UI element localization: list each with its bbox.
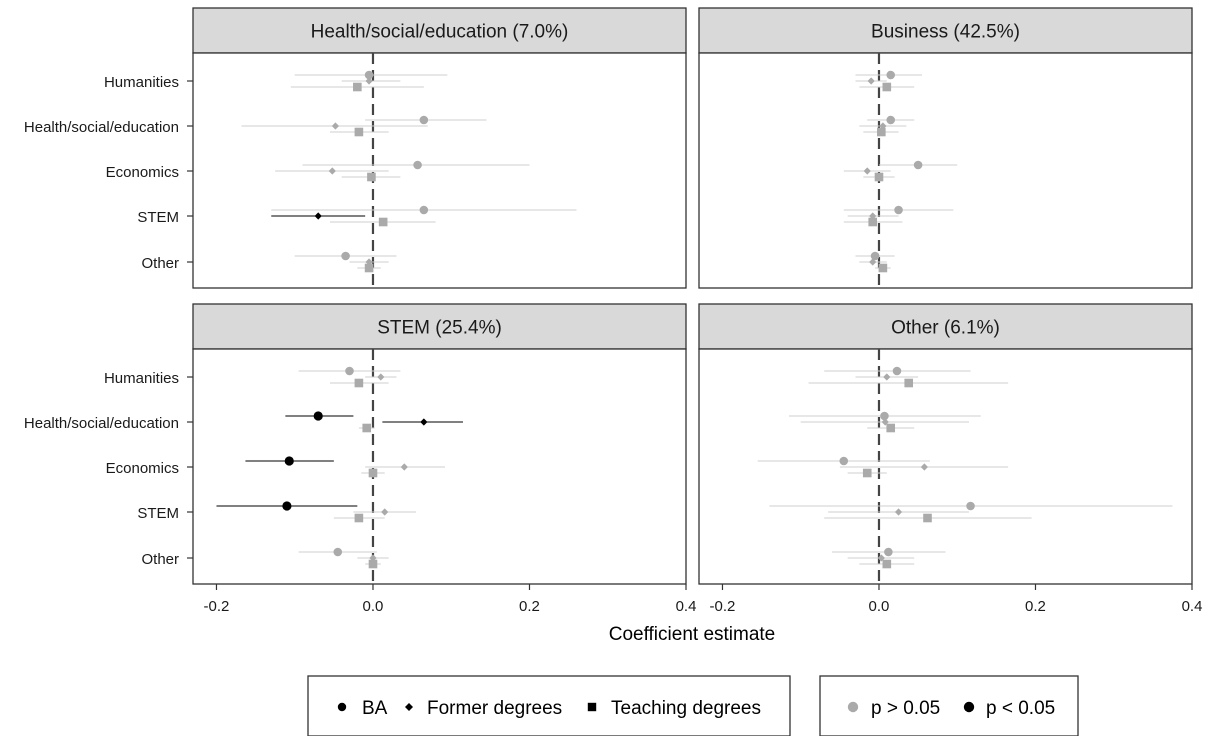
point-economics-teaching-degrees xyxy=(367,172,376,182)
legend-key-circle xyxy=(337,702,347,712)
legend-label-former-degrees: Former degrees xyxy=(427,698,562,719)
point-other-former-degrees xyxy=(869,258,877,266)
point-humanities-ba xyxy=(345,366,354,376)
point-humanities-ba xyxy=(364,70,374,80)
point-economics-former-degrees xyxy=(328,167,336,175)
point-stem-ba xyxy=(894,205,903,215)
y-tick-label-stem: STEM xyxy=(137,209,179,226)
point-stem-former-degrees xyxy=(381,508,389,516)
point-humanities-former-degrees xyxy=(883,373,891,381)
legend-shape-box xyxy=(307,675,791,736)
point-other-former-degrees xyxy=(877,554,885,562)
facet-strip-business xyxy=(698,7,1193,54)
x-tick-label: 0.4 xyxy=(676,598,697,615)
legend-key-p-0-05 xyxy=(963,701,975,713)
facet-strip-stem xyxy=(192,303,687,350)
facet-title-other: Other (6.1%) xyxy=(891,318,1000,339)
legend-label-p-0-05: p > 0.05 xyxy=(871,698,940,719)
point-other-ba xyxy=(341,251,350,261)
y-tick-label-health-social-education: Health/social/education xyxy=(24,119,179,136)
point-stem-former-degrees xyxy=(894,508,903,516)
legend-label-ba: BA xyxy=(362,698,388,719)
point-other-ba xyxy=(333,547,343,557)
point-health-social-education-ba xyxy=(886,115,896,125)
facet-strip-health-social-education xyxy=(192,7,687,54)
point-humanities-teaching-degrees xyxy=(354,378,364,388)
y-tick-label-other: Other xyxy=(141,255,179,272)
x-tick-label: 0.2 xyxy=(1025,598,1046,615)
facet-title-stem: STEM (25.4%) xyxy=(377,318,502,339)
x-tick-label: -0.2 xyxy=(710,598,736,615)
facet-title-business: Business (42.5%) xyxy=(871,22,1020,43)
panel-health-social-education xyxy=(192,52,687,289)
point-other-teaching-degrees xyxy=(882,559,892,569)
point-stem-ba xyxy=(966,501,975,511)
point-economics-former-degrees xyxy=(920,463,928,471)
point-stem-teaching-degrees xyxy=(378,217,388,227)
y-tick-label-stem: STEM xyxy=(137,505,179,522)
point-stem-ba xyxy=(282,501,292,511)
point-health-social-education-teaching-degrees xyxy=(354,127,364,137)
y-tick-label-humanities: Humanities xyxy=(104,370,179,387)
point-health-social-education-teaching-degrees xyxy=(877,127,886,137)
point-humanities-former-degrees xyxy=(377,373,385,381)
panel-business xyxy=(698,52,1193,289)
x-tick-label: 0.4 xyxy=(1182,598,1203,615)
legend-key-square xyxy=(587,702,597,712)
point-health-social-education-ba xyxy=(419,115,429,125)
x-tick-label: 0.0 xyxy=(869,598,890,615)
point-health-social-education-teaching-degrees xyxy=(886,423,896,433)
point-stem-teaching-degrees xyxy=(868,217,878,227)
point-stem-ba xyxy=(419,205,429,215)
point-stem-teaching-degrees xyxy=(923,513,932,523)
x-tick-label: -0.2 xyxy=(204,598,230,615)
point-other-ba xyxy=(884,547,893,557)
point-humanities-teaching-degrees xyxy=(353,82,362,92)
point-humanities-ba xyxy=(892,366,902,376)
point-humanities-former-degrees xyxy=(365,77,373,85)
point-economics-ba xyxy=(839,456,849,466)
point-humanities-teaching-degrees xyxy=(882,82,892,92)
point-stem-former-degrees xyxy=(314,212,322,220)
point-health-social-education-teaching-degrees xyxy=(362,423,372,433)
point-economics-teaching-degrees xyxy=(862,468,872,478)
legend-color-box xyxy=(819,675,1079,736)
facet-strip-other xyxy=(698,303,1193,350)
point-health-social-education-former-degrees xyxy=(331,122,340,130)
point-other-teaching-degrees xyxy=(364,263,374,273)
point-economics-former-degrees xyxy=(400,463,408,471)
point-health-social-education-ba xyxy=(313,411,323,421)
x-axis-label: Coefficient estimate xyxy=(609,624,776,645)
legend-key-p-0-05 xyxy=(847,701,859,713)
point-other-teaching-degrees xyxy=(878,263,888,273)
y-tick-label-humanities: Humanities xyxy=(104,74,179,91)
y-tick-label-health-social-education: Health/social/education xyxy=(24,415,179,432)
y-tick-label-economics: Economics xyxy=(106,164,179,181)
x-tick-label: 0.0 xyxy=(363,598,384,615)
point-other-ba xyxy=(870,251,880,261)
point-economics-teaching-degrees xyxy=(368,468,378,478)
point-humanities-ba xyxy=(886,70,896,80)
point-economics-ba xyxy=(284,456,294,466)
point-other-teaching-degrees xyxy=(368,559,378,569)
point-humanities-teaching-degrees xyxy=(904,378,914,388)
point-stem-teaching-degrees xyxy=(354,513,364,523)
legend-label-p-0-05: p < 0.05 xyxy=(986,698,1055,719)
y-tick-label-economics: Economics xyxy=(106,460,179,477)
y-tick-label-other: Other xyxy=(141,551,179,568)
legend-key-diamond xyxy=(405,703,413,711)
point-economics-former-degrees xyxy=(863,167,871,175)
legend-label-teaching-degrees: Teaching degrees xyxy=(611,698,761,719)
point-economics-teaching-degrees xyxy=(874,172,884,182)
point-health-social-education-former-degrees xyxy=(420,418,428,426)
point-economics-ba xyxy=(913,160,923,170)
point-humanities-former-degrees xyxy=(867,77,875,85)
point-economics-ba xyxy=(413,160,422,170)
facet-title-health-social-education: Health/social/education (7.0%) xyxy=(311,22,569,43)
point-health-social-education-ba xyxy=(880,411,889,421)
x-tick-label: 0.2 xyxy=(519,598,540,615)
